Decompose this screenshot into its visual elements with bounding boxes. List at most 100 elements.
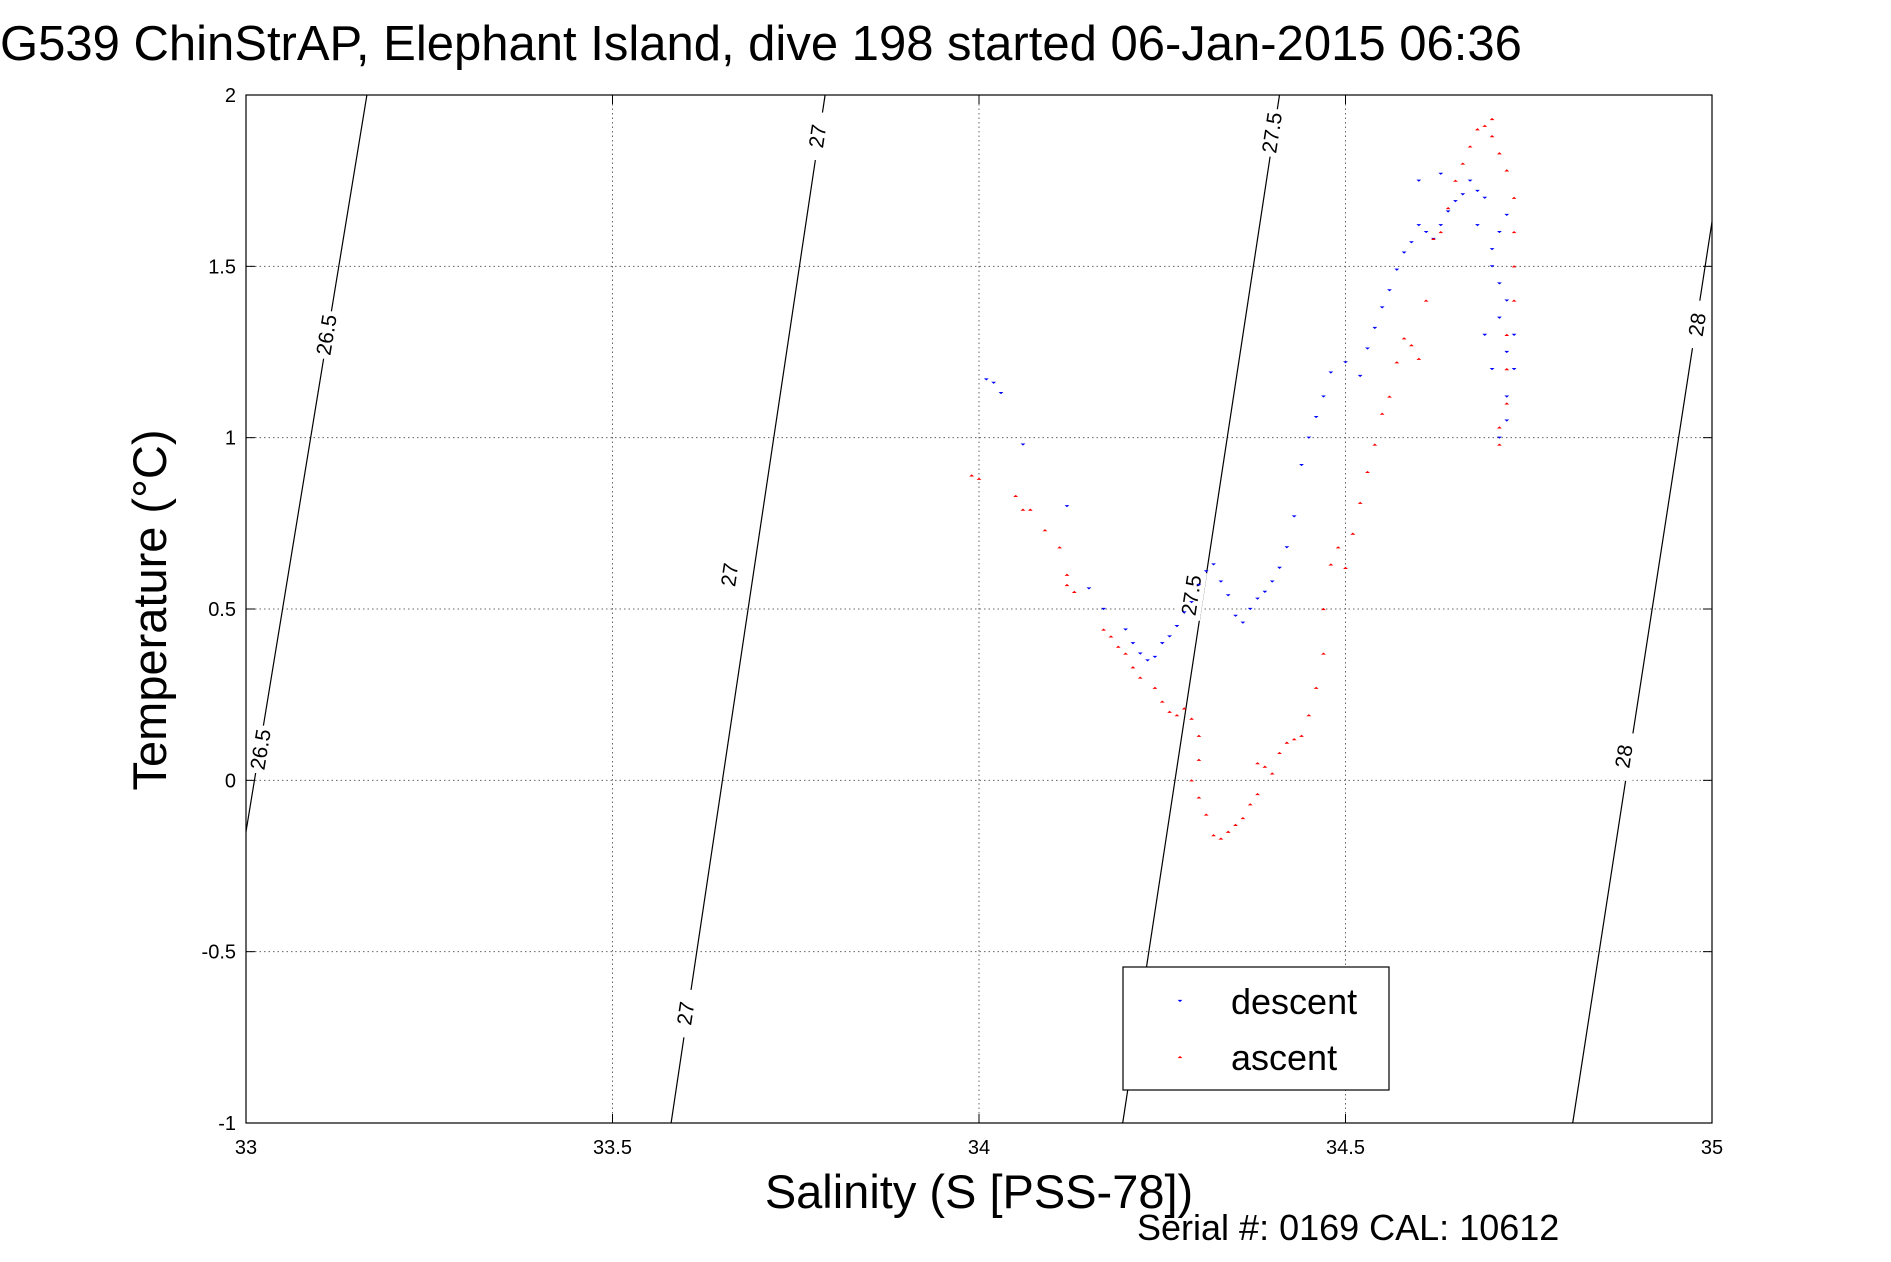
ascent-point <box>1108 635 1114 638</box>
series-descent <box>983 172 1517 662</box>
descent-point <box>983 378 989 381</box>
data-series <box>969 117 1517 840</box>
descent-point <box>1203 570 1209 573</box>
ascent-point <box>1497 426 1502 429</box>
descent-point <box>1328 371 1334 374</box>
ascent-point <box>976 477 982 480</box>
ascent-point <box>1489 135 1495 138</box>
ascent-point <box>1137 676 1143 679</box>
ascent-point <box>1101 628 1107 631</box>
descent-point <box>1196 583 1202 587</box>
descent-point <box>1313 416 1319 419</box>
ascent-point <box>1453 179 1458 182</box>
ascent-point <box>1394 361 1400 364</box>
x-axis-label: Salinity (S [PSS-78]) <box>765 1165 1193 1218</box>
ascent-point <box>1255 762 1260 765</box>
ascent-point <box>1357 501 1363 504</box>
ascent-point <box>1167 710 1172 713</box>
legend-marker-descent <box>1177 999 1183 1003</box>
y-axis-ticks: -1 -0.5 0 0.5 1 1.5 2 <box>202 85 1712 1135</box>
chart-title: G539 ChinStrAP, Elephant Island, dive 19… <box>0 17 1522 71</box>
ascent-point <box>1299 734 1304 737</box>
legend-box <box>1122 966 1390 1091</box>
ascent-point <box>1233 823 1238 826</box>
descent-point <box>1064 505 1070 508</box>
ascent-point <box>1071 590 1077 593</box>
ascent-point <box>1504 402 1510 405</box>
isopycnal-label: 27 <box>805 123 831 150</box>
descent-point <box>1159 642 1165 645</box>
isopycnal-label-bg <box>1256 107 1288 159</box>
x-tick-label: 35 <box>1701 1137 1723 1159</box>
descent-point <box>1130 642 1136 645</box>
ascent-point <box>1409 344 1414 347</box>
ascent-point <box>1020 508 1026 511</box>
y-tick-label: 2 <box>225 85 236 107</box>
ascent-point <box>1174 714 1180 717</box>
serial-footer: Serial #: 0169 CAL: 10612 <box>1137 1207 1559 1248</box>
ascent-point <box>1321 652 1326 655</box>
descent-point <box>1467 179 1473 182</box>
ascent-point <box>969 474 975 477</box>
descent-point <box>1174 625 1180 628</box>
ascent-point <box>1240 816 1246 820</box>
ascent-point <box>1511 196 1517 199</box>
ascent-point <box>1225 830 1231 833</box>
descent-point <box>1453 200 1458 203</box>
descent-point <box>1489 265 1495 268</box>
isopycnal-label-bg <box>802 110 834 162</box>
ascent-point <box>1328 563 1334 566</box>
isopycnal-label-bg <box>1176 569 1208 621</box>
descent-point <box>1409 241 1414 244</box>
ascent-point <box>1203 813 1209 816</box>
descent-point <box>991 381 997 384</box>
descent-point <box>1299 464 1304 467</box>
isopycnal-label: 27 <box>673 1000 699 1027</box>
y-axis-label: Temperature (°C) <box>123 430 176 791</box>
descent-point <box>1020 443 1026 446</box>
ascent-point <box>1497 443 1502 446</box>
descent-point <box>1504 299 1510 302</box>
descent-point <box>1497 282 1502 285</box>
descent-point <box>1401 251 1407 254</box>
descent-point <box>1423 230 1429 234</box>
descent-point <box>1511 333 1517 336</box>
descent-point <box>1152 655 1158 659</box>
isopycnal-label: 27.5 <box>1178 573 1207 617</box>
descent-point <box>1504 350 1510 354</box>
ascent-point <box>1365 470 1370 474</box>
ascent-point <box>1306 714 1312 717</box>
descent-point <box>1416 224 1422 227</box>
ascent-point <box>1218 837 1224 840</box>
ascent-point <box>1511 299 1517 302</box>
descent-point <box>1145 659 1150 662</box>
ascent-point <box>1372 443 1378 446</box>
descent-point <box>1181 611 1187 614</box>
descent-point <box>1255 597 1260 600</box>
ascent-point <box>1247 803 1253 806</box>
ascent-point <box>1123 652 1128 655</box>
descent-point <box>1291 515 1297 518</box>
y-tick-label: -0.5 <box>202 942 236 964</box>
descent-point <box>1497 316 1502 319</box>
y-tick-label: 0.5 <box>208 599 236 621</box>
ascent-point <box>1482 124 1488 127</box>
ascent-point <box>1321 607 1326 611</box>
descent-point <box>1387 289 1392 292</box>
ascent-point <box>1027 508 1033 511</box>
isopycnal-label-bg <box>714 549 746 601</box>
ascent-point <box>1115 645 1121 648</box>
descent-point <box>1233 614 1238 617</box>
descent-point <box>1416 179 1422 182</box>
ascent-point <box>1064 583 1070 587</box>
ascent-point <box>1416 357 1422 360</box>
ascent-point <box>1159 700 1165 703</box>
isopycnal-label-bg <box>1681 299 1713 351</box>
descent-point <box>1438 224 1444 227</box>
series-ascent <box>969 117 1517 840</box>
ascent-point <box>1064 573 1070 576</box>
isopycnal-label-bg <box>244 723 277 776</box>
ascent-point <box>1284 741 1290 744</box>
descent-point <box>1284 546 1290 549</box>
